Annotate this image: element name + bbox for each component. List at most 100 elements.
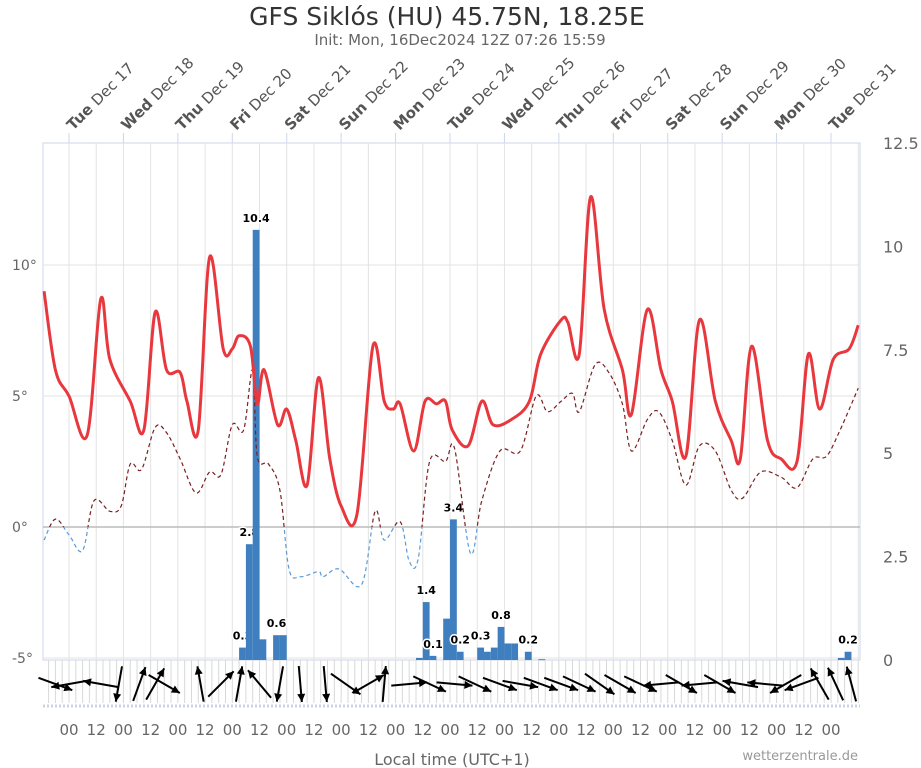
hour-tick-label: 12 <box>141 721 160 739</box>
arrow-head <box>156 668 165 678</box>
wind-arrow <box>51 679 87 690</box>
arrow-head <box>548 683 558 692</box>
precipitation-bar <box>844 651 852 660</box>
arrow-head <box>681 680 690 689</box>
arrow-head <box>784 683 794 692</box>
hour-tick-label: 12 <box>304 721 323 739</box>
hour-tick-label: 12 <box>631 721 650 739</box>
credit-text: wetterzentrale.de <box>742 749 858 764</box>
wind-arrow <box>809 667 830 701</box>
wind-arrow <box>844 666 858 702</box>
wind-arrow <box>297 665 306 703</box>
hour-tick-label: 00 <box>386 721 405 739</box>
date: Dec 19 <box>198 58 248 108</box>
hour-tick-label: 12 <box>522 721 541 739</box>
precipitation-label: 0.2 <box>519 634 539 647</box>
arrow-head <box>274 693 283 702</box>
arrow-head <box>83 678 92 687</box>
wind-arrow <box>681 680 718 689</box>
hour-tick-label: 12 <box>196 721 215 739</box>
wind-arrow <box>234 666 245 702</box>
wind-arrow <box>703 674 736 694</box>
arrow-head <box>113 693 122 702</box>
wind-arrow <box>502 679 539 690</box>
hour-tick-label: 00 <box>223 721 242 739</box>
date: Dec 31 <box>850 59 900 109</box>
arrow-head <box>844 666 853 676</box>
hour-tick-label: 12 <box>413 721 432 739</box>
left-tick-label: -5° <box>12 651 33 667</box>
precipitation-bar <box>239 647 246 660</box>
arrow-head <box>569 683 579 692</box>
precipitation-bar <box>504 643 512 660</box>
arrow-head <box>464 680 473 689</box>
precipitation-bar <box>429 655 437 660</box>
date: Dec 25 <box>528 54 578 104</box>
temperature-line <box>42 195 860 528</box>
wind-arrow <box>784 676 819 692</box>
wind-arrow <box>584 672 616 696</box>
wind-arrow <box>722 678 759 689</box>
precipitation-label: 0.6 <box>267 617 287 630</box>
arrow-head <box>381 666 390 675</box>
precipitation-bar <box>490 647 498 660</box>
precipitation-label: 0.2 <box>450 634 470 647</box>
arrow-head <box>827 667 835 677</box>
arrow-head <box>726 685 736 693</box>
date: Dec 17 <box>88 59 138 109</box>
precipitation-bar <box>511 643 519 660</box>
arrow-head <box>647 684 657 692</box>
hour-tick-label: 12 <box>740 721 759 739</box>
wind-arrow <box>642 680 679 689</box>
hour-tick-label: 00 <box>332 721 351 739</box>
hour-tick-label: 00 <box>495 721 514 739</box>
precipitation-bar <box>484 651 491 660</box>
right-tick-label: 2.5 <box>883 548 908 567</box>
wind-arrow <box>827 667 845 701</box>
left-tick-label: 10° <box>12 258 37 274</box>
date: Dec 29 <box>743 57 793 107</box>
hour-tick-label: 00 <box>604 721 623 739</box>
arrow-head <box>138 667 147 676</box>
arrow-head <box>722 678 732 687</box>
left-tick-label: 5° <box>12 389 28 405</box>
arrow-head <box>297 693 306 702</box>
chart-subtitle: Init: Mon, 16Dec2024 12Z 07:26 15:59 <box>314 31 605 49</box>
precipitation-bar <box>443 618 451 660</box>
hour-tick-label: 00 <box>767 721 786 739</box>
arrow-head <box>236 666 245 675</box>
arrow-head <box>770 685 780 693</box>
wind-arrow <box>543 676 579 692</box>
precipitation-bar <box>252 229 260 660</box>
wind-arrow <box>194 666 205 702</box>
wind-arrows <box>38 660 860 708</box>
precipitation-bar <box>477 647 485 660</box>
hour-tick-label: 12 <box>87 721 106 739</box>
date: Dec 27 <box>627 65 677 115</box>
arrow-head <box>687 685 697 693</box>
precipitation-bar <box>415 657 423 660</box>
wind-arrow <box>381 665 390 703</box>
precipitation-bar <box>456 651 464 660</box>
precipitation-label: 0.2 <box>838 634 858 647</box>
wind-arrow <box>562 675 597 693</box>
right-tick-label: 5 <box>883 444 893 463</box>
hour-tick-label: 00 <box>713 721 732 739</box>
date: Dec 26 <box>579 58 629 108</box>
wind-arrow <box>523 676 558 692</box>
precipitation-label: 10.4 <box>243 212 270 225</box>
wind-arrow <box>82 678 119 689</box>
wind-arrow <box>391 679 428 688</box>
date: Dec 30 <box>800 55 850 105</box>
wind-arrow <box>207 670 235 698</box>
precipitation-bar <box>837 657 845 660</box>
arrow-head <box>747 679 756 688</box>
precipitation-bar <box>538 659 546 661</box>
precipitation-bar <box>245 544 253 660</box>
hour-tick-label: 12 <box>577 721 596 739</box>
precipitation-label: 0.3 <box>471 630 491 643</box>
hour-tick-label: 12 <box>468 721 487 739</box>
right-axis: 0 2.5 5 7.5 10 12.5 <box>883 134 919 670</box>
wind-arrow <box>132 666 147 702</box>
